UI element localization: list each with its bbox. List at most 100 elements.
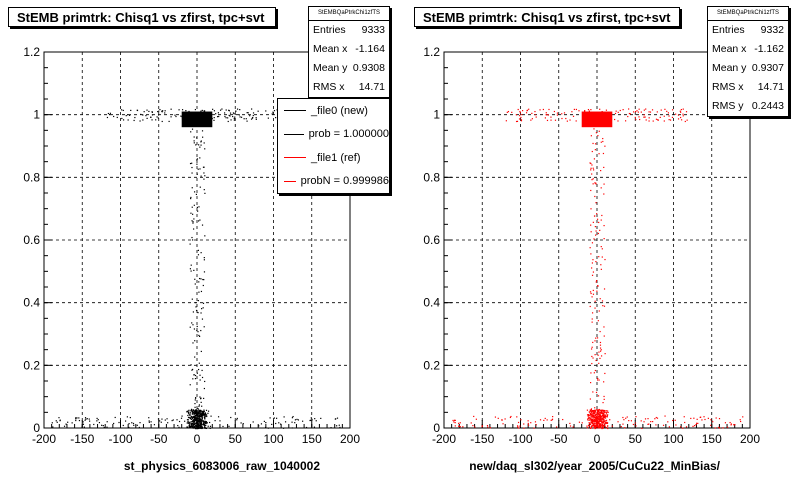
legend-item: _file1 (ref) xyxy=(278,146,389,170)
scatter-point xyxy=(599,414,601,417)
scatter-point xyxy=(305,426,308,429)
x-tick-label: 100 xyxy=(263,432,283,446)
scatter-point xyxy=(594,424,596,426)
x-tick-label: 50 xyxy=(629,432,643,446)
scatter-point xyxy=(591,355,593,358)
scatter-point xyxy=(187,421,189,423)
scatter-point xyxy=(730,424,732,426)
scatter-point xyxy=(193,191,196,193)
scatter-point xyxy=(202,414,204,416)
scatter-point xyxy=(719,427,721,429)
scatter-point xyxy=(666,110,668,112)
scatter-point xyxy=(191,425,193,427)
scatter-point xyxy=(590,419,592,421)
scatter-point xyxy=(597,232,599,235)
scatter-point xyxy=(186,419,189,421)
scatter-point xyxy=(203,412,205,414)
scatter-point xyxy=(194,406,196,408)
scatter-point xyxy=(196,424,198,426)
scatter-point xyxy=(645,119,647,121)
scatter-point xyxy=(652,120,654,122)
scatter-point xyxy=(602,415,605,417)
scatter-point xyxy=(194,419,196,422)
scatter-point xyxy=(202,421,204,423)
stats-row-rms-x: RMS x 14.71 xyxy=(712,81,784,93)
scatter-point xyxy=(203,423,205,425)
scatter-point xyxy=(565,117,567,120)
scatter-point xyxy=(550,119,552,121)
scatter-point xyxy=(197,425,199,427)
scatter-point xyxy=(204,422,207,424)
scatter-point xyxy=(75,418,77,420)
scatter-point xyxy=(607,411,609,414)
scatter-point xyxy=(592,341,594,344)
scatter-point xyxy=(184,115,187,117)
scatter-point xyxy=(200,411,202,413)
scatter-point xyxy=(133,424,135,426)
scatter-point xyxy=(600,424,602,426)
scatter-point xyxy=(679,116,682,119)
scatter-point xyxy=(643,114,645,116)
scatter-point xyxy=(588,417,590,419)
scatter-point xyxy=(182,115,184,117)
scatter-point xyxy=(593,416,595,418)
scatter-point xyxy=(187,420,189,423)
scatter-point xyxy=(683,416,685,418)
scatter-point xyxy=(641,427,643,430)
scatter-point xyxy=(663,120,665,122)
scatter-point xyxy=(533,427,535,429)
scatter-point xyxy=(198,409,200,411)
scatter-point xyxy=(594,422,596,424)
scatter-point xyxy=(591,420,593,422)
scatter-point xyxy=(453,421,455,423)
scatter-point xyxy=(601,300,604,302)
scatter-point xyxy=(176,419,178,421)
scatter-point xyxy=(162,110,164,112)
scatter-point xyxy=(620,426,622,428)
scatter-point xyxy=(517,108,519,111)
scatter-point xyxy=(204,420,206,422)
scatter-point xyxy=(584,110,586,113)
scatter-point xyxy=(601,112,604,115)
scatter-point xyxy=(634,111,637,113)
scatter-point xyxy=(517,421,520,424)
scatter-point xyxy=(225,117,227,119)
scatter-point xyxy=(597,354,599,356)
scatter-point xyxy=(297,419,300,421)
scatter-point xyxy=(594,410,596,413)
scatter-point xyxy=(192,228,195,230)
scatter-point xyxy=(229,115,231,117)
scatter-point xyxy=(639,118,641,121)
x-tick-label: -100 xyxy=(508,432,532,446)
scatter-point xyxy=(203,259,205,261)
scatter-point xyxy=(600,349,602,351)
scatter-point xyxy=(194,425,196,427)
scatter-point xyxy=(454,425,456,427)
scatter-point xyxy=(202,136,204,138)
scatter-point xyxy=(603,419,605,421)
scatter-point xyxy=(196,410,198,412)
scatter-point xyxy=(740,420,742,423)
scatter-point xyxy=(552,415,554,418)
scatter-point xyxy=(604,372,606,375)
scatter-point xyxy=(590,425,593,427)
scatter-point xyxy=(652,420,654,423)
scatter-point xyxy=(595,183,597,185)
scatter-point xyxy=(191,322,193,324)
scatter-point xyxy=(216,116,219,118)
scatter-point xyxy=(601,412,603,414)
scatter-point xyxy=(199,219,201,221)
scatter-point xyxy=(151,119,153,121)
scatter-point xyxy=(696,418,698,420)
scatter-point xyxy=(586,409,589,411)
scatter-point xyxy=(680,426,682,428)
scatter-point xyxy=(601,427,603,430)
scatter-point xyxy=(675,424,677,426)
scatter-point xyxy=(593,424,595,426)
scatter-point xyxy=(703,416,705,418)
scatter-point xyxy=(600,114,602,116)
scatter-point xyxy=(553,110,556,113)
scatter-point xyxy=(595,426,597,428)
scatter-point xyxy=(729,421,731,424)
scatter-point xyxy=(587,419,589,421)
